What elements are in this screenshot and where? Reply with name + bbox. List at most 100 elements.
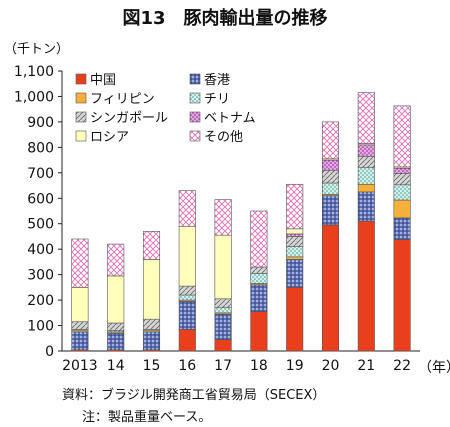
- y-tick-label: 400: [27, 242, 54, 258]
- x-tick-label: 22: [393, 358, 411, 374]
- bar-segment: [286, 259, 304, 288]
- bar-segment: [393, 173, 411, 186]
- legend-swatch: [189, 92, 201, 104]
- chart-title: 図13 豚肉輸出量の推移: [122, 8, 328, 29]
- bar-segment: [393, 167, 411, 174]
- legend-swatch: [189, 73, 201, 85]
- bar-segment: [321, 224, 340, 352]
- bar-segment: [214, 298, 232, 309]
- bar-segment: [178, 225, 196, 287]
- bar-segment: [107, 322, 125, 331]
- bar-segment: [393, 184, 411, 201]
- x-tick-label: 18: [250, 358, 268, 374]
- x-tick-label: 14: [107, 358, 125, 374]
- bar-segment: [357, 155, 375, 169]
- bar-segment: [250, 311, 268, 352]
- bar-segment: [214, 307, 232, 314]
- footnote: 注：製品重量ベース。: [82, 410, 212, 425]
- y-tick-label: 800: [27, 140, 54, 156]
- y-tick-label: 900: [27, 115, 54, 131]
- bar-segment: [286, 183, 304, 230]
- bar-segment: [214, 199, 232, 236]
- y-tick-label: 100: [27, 319, 54, 335]
- bar-segment: [321, 169, 340, 184]
- bar-segment: [214, 313, 232, 340]
- bar-segment: [321, 159, 340, 171]
- y-tick-label: 1,100: [14, 64, 54, 80]
- bar-segment: [250, 266, 268, 274]
- bar-segment: [321, 195, 340, 226]
- bar-segment: [107, 243, 125, 277]
- source-note: 資料：ブラジル開発商工省貿易局（SECEX）: [62, 388, 326, 403]
- bar-segment: [286, 287, 304, 352]
- x-tick-label: 21: [357, 358, 375, 374]
- y-tick-label: 0: [45, 344, 54, 360]
- bar-segment: [393, 217, 411, 240]
- legend-swatch: [189, 130, 201, 142]
- legend-label: ロシア: [90, 130, 129, 145]
- bar-segment: [142, 331, 161, 351]
- x-tick-label: 20: [322, 358, 340, 374]
- bar-segment: [178, 190, 196, 227]
- bar-segment: [71, 331, 89, 351]
- bar-segment: [357, 183, 375, 193]
- bar-segment: [142, 259, 161, 320]
- bar-segment: [286, 256, 304, 260]
- legend-label: 香港: [204, 73, 230, 88]
- x-tick-label: 2013: [62, 358, 98, 374]
- y-tick-label: 600: [27, 191, 54, 207]
- bar-segment: [357, 167, 375, 185]
- bar-segment: [286, 233, 304, 237]
- legend-swatch: [75, 73, 87, 85]
- legend-label: その他: [204, 130, 243, 145]
- x-tick-label: 19: [286, 358, 304, 374]
- y-tick-label: 300: [27, 268, 54, 284]
- bar-segment: [357, 191, 375, 222]
- bar-segment: [142, 318, 161, 330]
- y-tick-label: 500: [27, 217, 54, 233]
- legend-label: チリ: [204, 92, 230, 107]
- bar-segment: [178, 294, 196, 301]
- bar-segment: [250, 210, 268, 268]
- y-tick-label: 200: [27, 293, 54, 309]
- bar-segment: [393, 199, 411, 219]
- bar-segment: [71, 321, 89, 330]
- x-tick-label: 17: [214, 358, 232, 374]
- bar-segment: [214, 339, 232, 352]
- legend-label: シンガポール: [90, 111, 168, 126]
- legend-label: ベトナム: [204, 111, 256, 126]
- bar-segment: [178, 329, 196, 352]
- bar-segment: [142, 231, 161, 260]
- bar-segment: [393, 239, 411, 352]
- bar-segment: [357, 92, 375, 144]
- bar-segment: [321, 182, 340, 195]
- bar-segment: [250, 284, 268, 312]
- bar-segment: [178, 301, 196, 330]
- legend-label: フィリピン: [90, 92, 155, 107]
- bar-segment: [71, 238, 89, 288]
- x-tick-label: 16: [178, 358, 196, 374]
- bar-segment: [357, 144, 375, 157]
- y-axis-unit: （千トン）: [4, 42, 70, 57]
- y-tick-label: 1,000: [14, 89, 54, 105]
- bar-segment: [250, 273, 268, 284]
- bar-segment: [71, 287, 89, 323]
- y-tick-label: 700: [27, 166, 54, 182]
- x-tick-label: 15: [143, 358, 161, 374]
- legend-swatch: [189, 111, 201, 123]
- bar-segment: [178, 285, 196, 296]
- legend-swatch: [75, 130, 87, 142]
- bar-segment: [214, 234, 232, 300]
- legend-label: 中国: [90, 73, 116, 88]
- bar-segment: [286, 228, 304, 235]
- bar-segment: [393, 105, 411, 168]
- bar-segment: [107, 332, 125, 351]
- bar-segment: [357, 220, 375, 352]
- bar-segment: [286, 246, 304, 258]
- bar-segment: [321, 121, 340, 160]
- x-axis-unit: （年）: [418, 360, 450, 376]
- bar-segment: [286, 236, 304, 247]
- bar-segment: [107, 275, 125, 324]
